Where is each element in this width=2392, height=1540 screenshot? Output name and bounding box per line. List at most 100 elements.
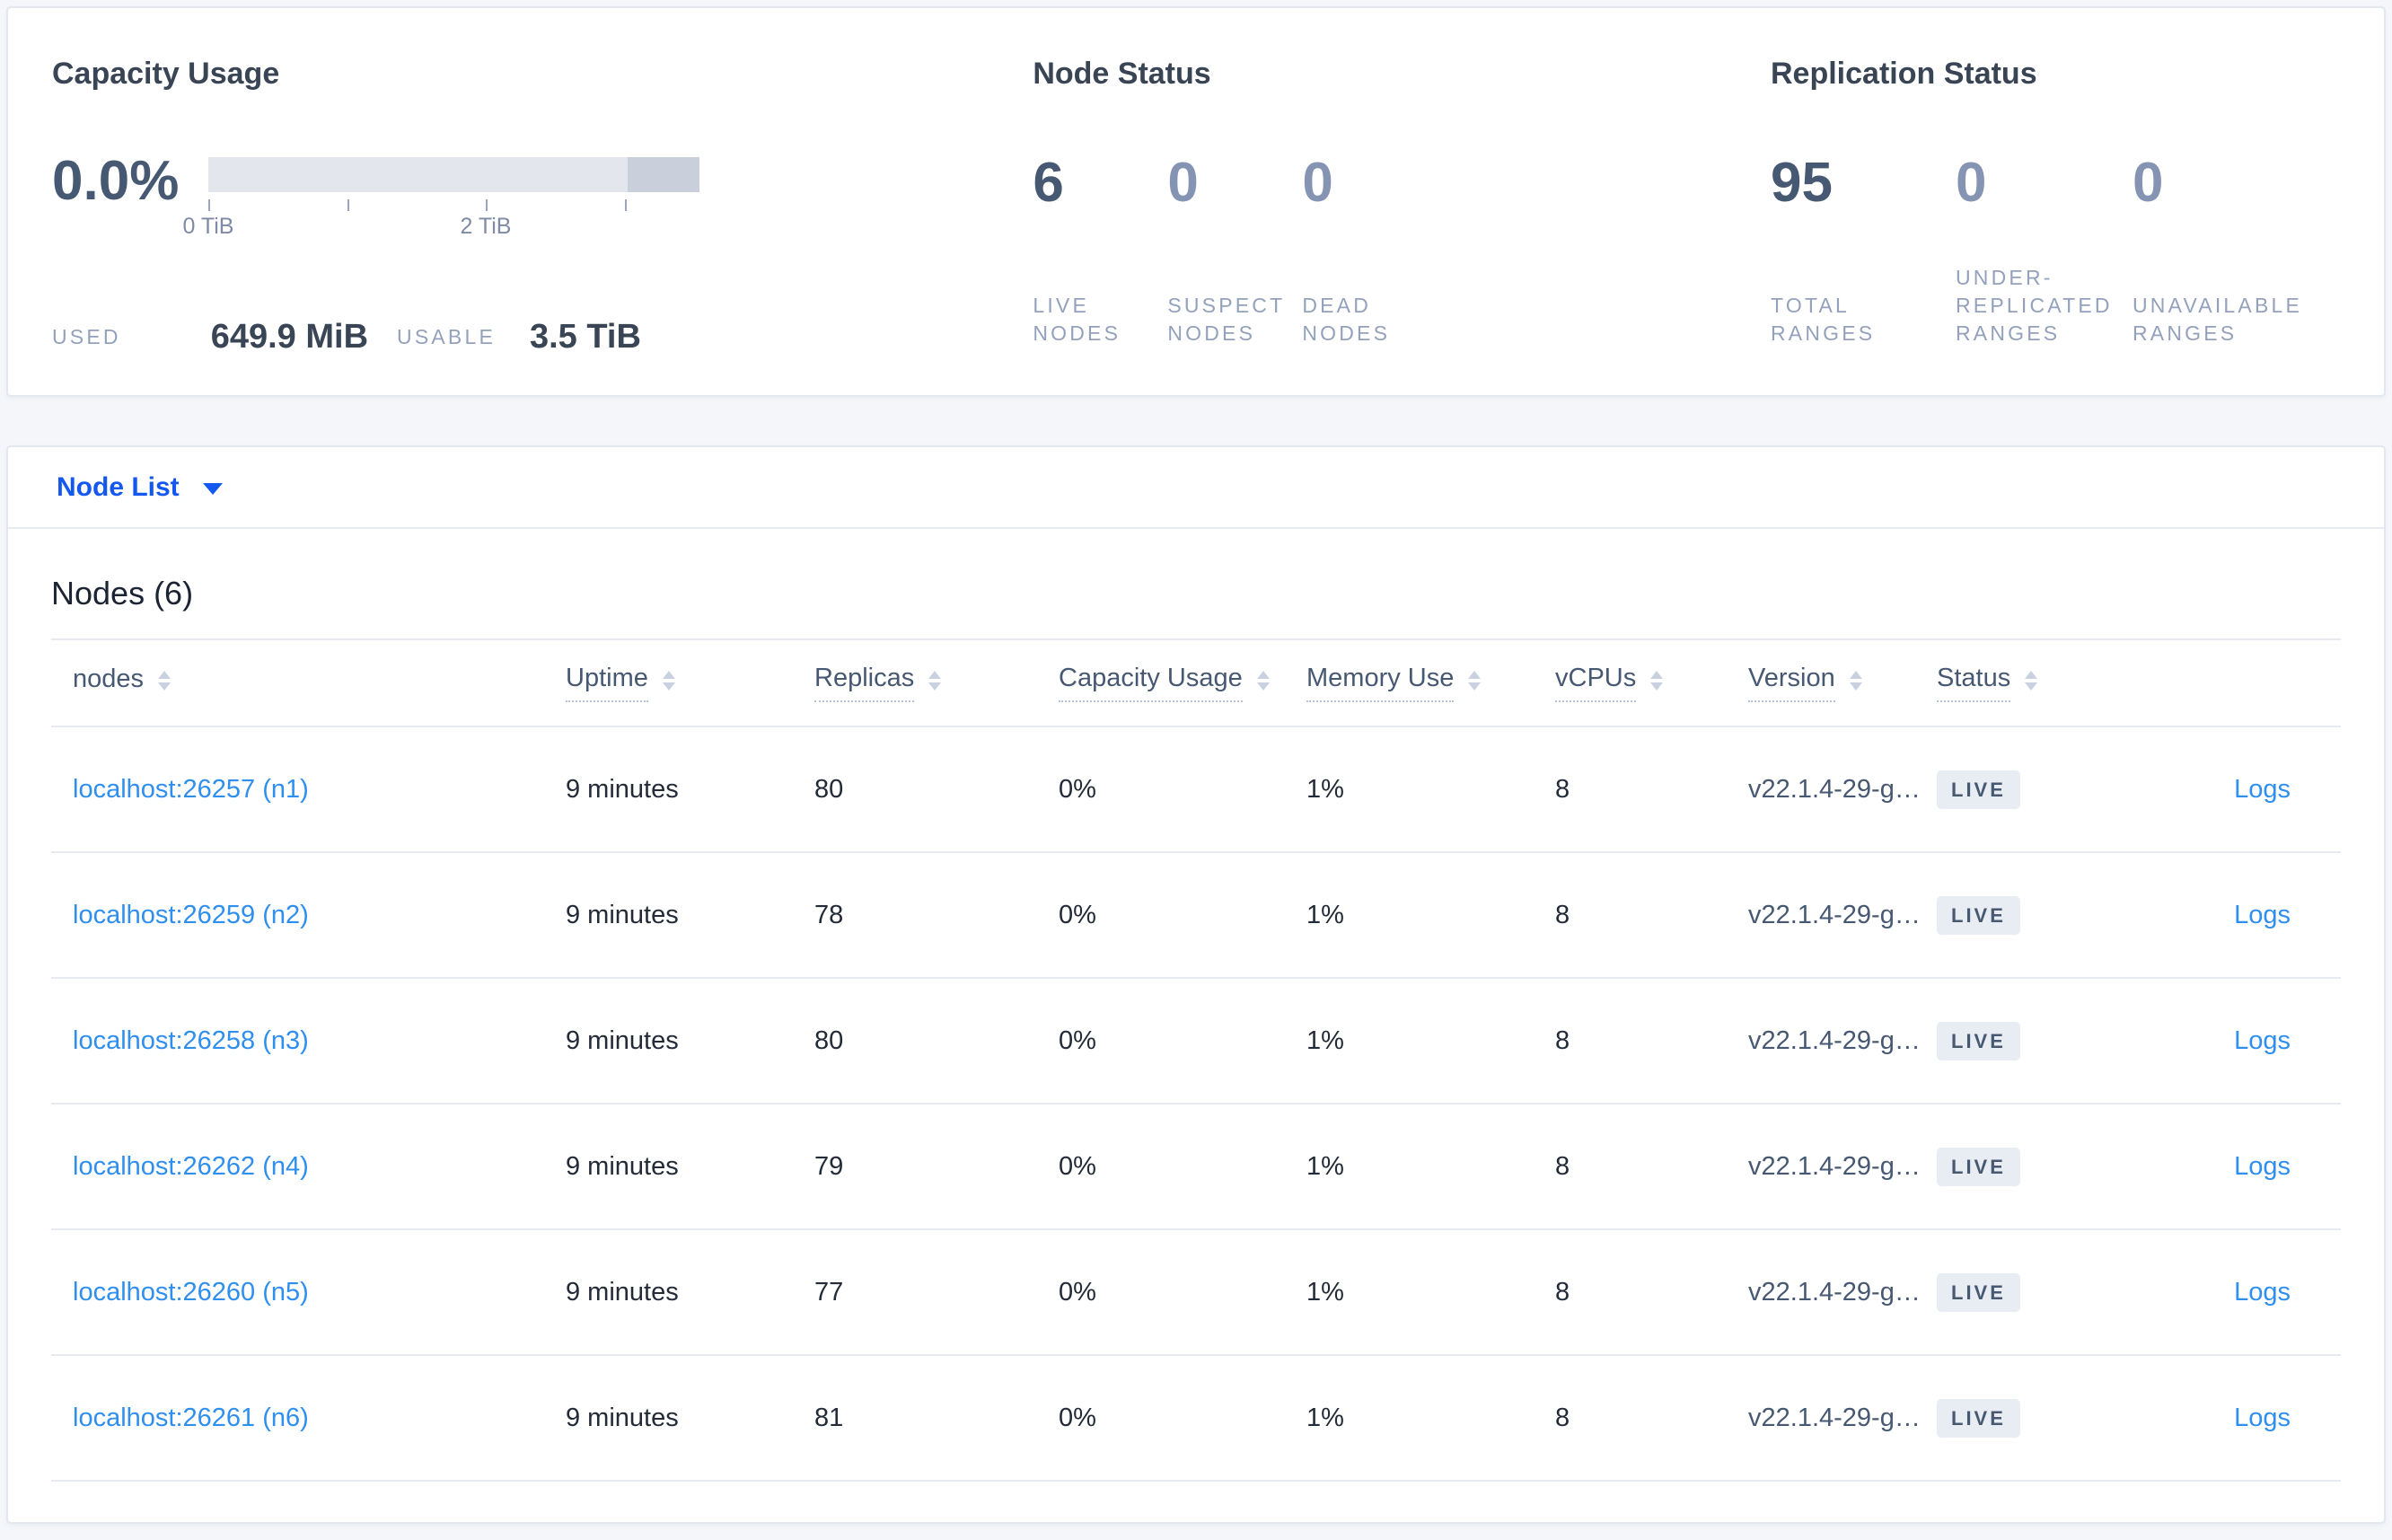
column-header[interactable]: nodes — [73, 664, 566, 701]
replicas-cell: 78 — [814, 900, 844, 929]
stat-label: TOTAL RANGES — [1771, 294, 1876, 345]
replicas-cell: 77 — [814, 1277, 844, 1307]
table-row: localhost:26262 (n4) 9 minutes 79 0% 1% … — [51, 1104, 2341, 1230]
axis-tick-mark — [625, 199, 627, 211]
column-header-label: nodes — [73, 664, 145, 693]
column-header-label: Version — [1748, 664, 1835, 702]
memory-use-cell: 1% — [1306, 774, 1344, 804]
vcpus-cell: 8 — [1555, 1025, 1570, 1055]
sort-icons — [1650, 670, 1664, 691]
memory-use-cell: 1% — [1306, 1403, 1344, 1432]
node-link[interactable]: localhost:26261 (n6) — [73, 1403, 309, 1432]
node-link[interactable]: localhost:26257 (n1) — [73, 774, 309, 804]
replicas-cell: 79 — [814, 1151, 844, 1181]
uptime-cell: 9 minutes — [566, 1277, 679, 1307]
logs-link[interactable]: Logs — [2234, 1025, 2291, 1055]
vcpus-cell: 8 — [1555, 774, 1570, 804]
capacity-axis-ticks — [208, 192, 699, 211]
nodes-table-header: nodes Uptime Replicas Capacity Usage Mem… — [51, 640, 2341, 727]
vcpus-cell: 8 — [1555, 1151, 1570, 1181]
version-cell: v22.1.4-29-g… — [1748, 1277, 1921, 1307]
sort-desc-icon — [2025, 682, 2038, 691]
status-cell: LIVE — [1937, 895, 2098, 935]
logs-link[interactable]: Logs — [2234, 900, 2291, 929]
vcpus-cell: 8 — [1555, 1403, 1570, 1432]
axis-tick-mark — [486, 199, 488, 211]
node-list-dropdown[interactable]: Node List — [57, 472, 223, 503]
sort-asc-icon — [1849, 670, 1862, 679]
capacity-bar-chart: 0 TiB 2 TiB — [183, 152, 699, 239]
node-cell: localhost:26257 (n1) — [73, 775, 566, 805]
uptime-cell: 9 minutes — [566, 1151, 679, 1181]
logs-link[interactable]: Logs — [2234, 774, 2291, 804]
capacity-usage-title: Capacity Usage — [52, 57, 280, 91]
stat-value: 6 — [1033, 152, 1064, 214]
sort-desc-icon — [662, 682, 675, 691]
node-cell: localhost:26258 (n3) — [73, 1026, 566, 1056]
node-cell: localhost:26260 (n5) — [73, 1278, 566, 1307]
capacity-axis-labels: 0 TiB 2 TiB — [183, 210, 699, 239]
sort-desc-icon — [928, 682, 942, 691]
vcpus-cell: 8 — [1555, 1277, 1570, 1307]
column-header[interactable]: Capacity Usage — [1059, 664, 1306, 702]
node-link[interactable]: localhost:26260 (n5) — [73, 1277, 309, 1307]
sort-desc-icon — [1468, 682, 1482, 691]
memory-use-cell: 1% — [1306, 1025, 1344, 1055]
column-header[interactable]: Replicas — [814, 664, 1059, 702]
node-link[interactable]: localhost:26259 (n2) — [73, 900, 309, 929]
capacity-usage-cell: 0% — [1059, 774, 1096, 804]
status-badge: LIVE — [1937, 1272, 2020, 1312]
nodes-heading: Nodes (6) — [51, 575, 194, 612]
capacity-usage-cell: 0% — [1059, 1403, 1096, 1432]
capacity-usage-cell: 0% — [1059, 1277, 1096, 1307]
column-header-label: Uptime — [566, 664, 648, 702]
capacity-bar — [208, 157, 699, 192]
logs-link[interactable]: Logs — [2234, 1403, 2291, 1432]
logs-link[interactable]: Logs — [2234, 1277, 2291, 1307]
status-cell: LIVE — [1937, 1147, 2098, 1186]
node-status-panel: Node Status 6 LIVE NODES 0 SUSPECT NODES… — [1033, 55, 1771, 395]
axis-tick-label: 2 TiB — [460, 214, 512, 239]
status-cell: LIVE — [1937, 770, 2098, 809]
logs-link[interactable]: Logs — [2234, 1151, 2291, 1181]
column-header[interactable]: Status — [1937, 664, 2098, 702]
column-header[interactable]: vCPUs — [1555, 664, 1748, 702]
logs-cell: Logs — [2098, 1404, 2341, 1433]
sort-asc-icon — [1256, 670, 1270, 679]
axis-tick-mark — [347, 199, 349, 211]
nodes-table-body: localhost:26257 (n1) 9 minutes 80 0% 1% … — [51, 727, 2341, 1482]
node-cell: localhost:26259 (n2) — [73, 901, 566, 930]
logs-cell: Logs — [2098, 901, 2341, 930]
sort-icons — [928, 670, 942, 691]
capacity-usage-cell: 0% — [1059, 1025, 1096, 1055]
node-link[interactable]: localhost:26262 (n4) — [73, 1151, 309, 1181]
table-row: localhost:26258 (n3) 9 minutes 80 0% 1% … — [51, 979, 2341, 1104]
node-list-card: Node List Nodes (6) nodes Uptime Replica… — [6, 445, 2386, 1524]
table-row: localhost:26261 (n6) 9 minutes 81 0% 1% … — [51, 1356, 2341, 1482]
column-header[interactable]: Version — [1748, 664, 1937, 702]
column-header-label: Memory Use — [1306, 664, 1455, 702]
sort-icons — [2025, 670, 2038, 691]
node-status-title: Node Status — [1033, 57, 1211, 91]
version-cell: v22.1.4-29-g… — [1748, 1403, 1921, 1432]
replication-status-title: Replication Status — [1771, 57, 2037, 91]
cluster-summary-card: Capacity Usage 0.0% 0 TiB 2 TiB USED 649.… — [6, 6, 2386, 397]
column-header-label: Capacity Usage — [1059, 664, 1243, 702]
replication-status-panel: Replication Status 95 TOTAL RANGES 0 UND… — [1771, 55, 2357, 395]
memory-use-cell: 1% — [1306, 1151, 1344, 1181]
column-header[interactable]: Memory Use — [1306, 664, 1555, 702]
sort-desc-icon — [1256, 682, 1270, 691]
version-cell: v22.1.4-29-g… — [1748, 1151, 1921, 1181]
sort-icons — [1256, 670, 1270, 691]
axis-tick-mark — [208, 199, 210, 211]
memory-use-cell: 1% — [1306, 900, 1344, 929]
column-header[interactable]: Uptime — [566, 664, 814, 702]
stat-label: SUSPECT NODES — [1167, 294, 1285, 345]
view-selector-bar: Node List — [8, 447, 2384, 529]
sort-asc-icon — [662, 670, 675, 679]
table-row: localhost:26260 (n5) 9 minutes 77 0% 1% … — [51, 1230, 2341, 1356]
node-link[interactable]: localhost:26258 (n3) — [73, 1025, 309, 1055]
capacity-usage-panel: Capacity Usage 0.0% 0 TiB 2 TiB USED 649.… — [52, 55, 1033, 395]
logs-cell: Logs — [2098, 1278, 2341, 1307]
usable-value: 3.5 TiB — [529, 318, 641, 356]
